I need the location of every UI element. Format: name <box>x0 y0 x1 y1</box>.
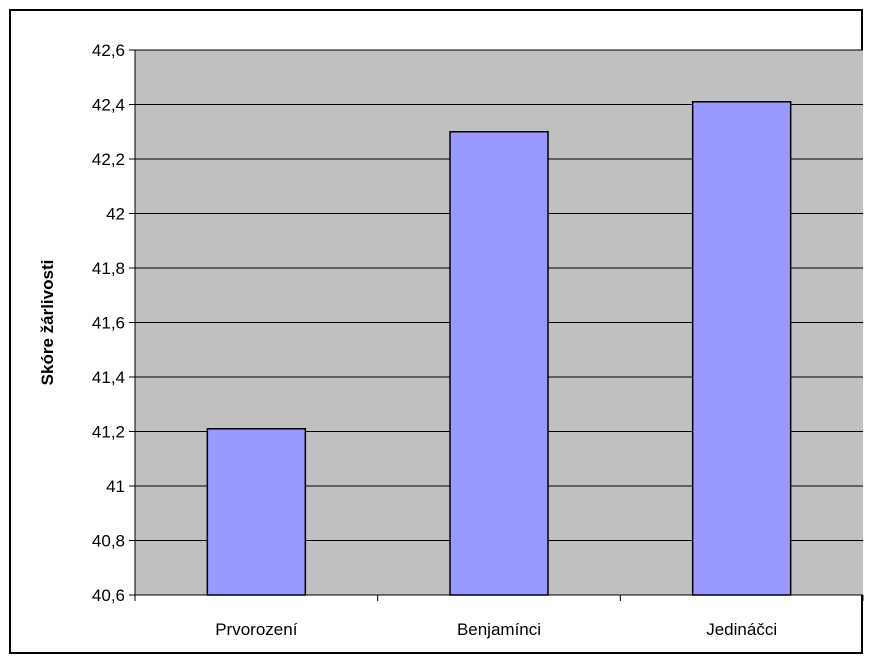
bar-1 <box>449 131 549 596</box>
y-tick-label: 42,2 <box>92 150 125 169</box>
y-tick-label: 42,4 <box>92 96 125 115</box>
y-tick-label: 41,8 <box>92 259 125 278</box>
bar-0 <box>206 428 307 596</box>
y-tick-label: 41,6 <box>92 314 125 333</box>
y-tick-label: 40,6 <box>92 586 125 605</box>
y-axis-title: Skóre žárlivosti <box>38 260 57 386</box>
bars <box>206 101 792 596</box>
x-tick-label: Benjamínci <box>457 620 541 639</box>
y-tick-label: 40,8 <box>92 532 125 551</box>
x-tick-label: Jedináčci <box>706 620 777 639</box>
x-tick-labels: Prvorození Benjamínci Jedináčci <box>215 620 777 639</box>
bar-2 <box>691 101 792 596</box>
x-tick-label: Prvorození <box>215 620 297 639</box>
y-tick-label: 42 <box>106 205 125 224</box>
axes <box>129 49 864 601</box>
y-tick-label: 42,6 <box>92 41 125 60</box>
y-tick-label: 41,2 <box>92 423 125 442</box>
y-tick-label: 41 <box>106 477 125 496</box>
y-tick-labels: 40,6 40,8 41 41,2 41,4 41,6 41,8 42 42,2 42,4 42,6 <box>92 41 125 605</box>
y-tick-label: 41,4 <box>92 368 125 387</box>
